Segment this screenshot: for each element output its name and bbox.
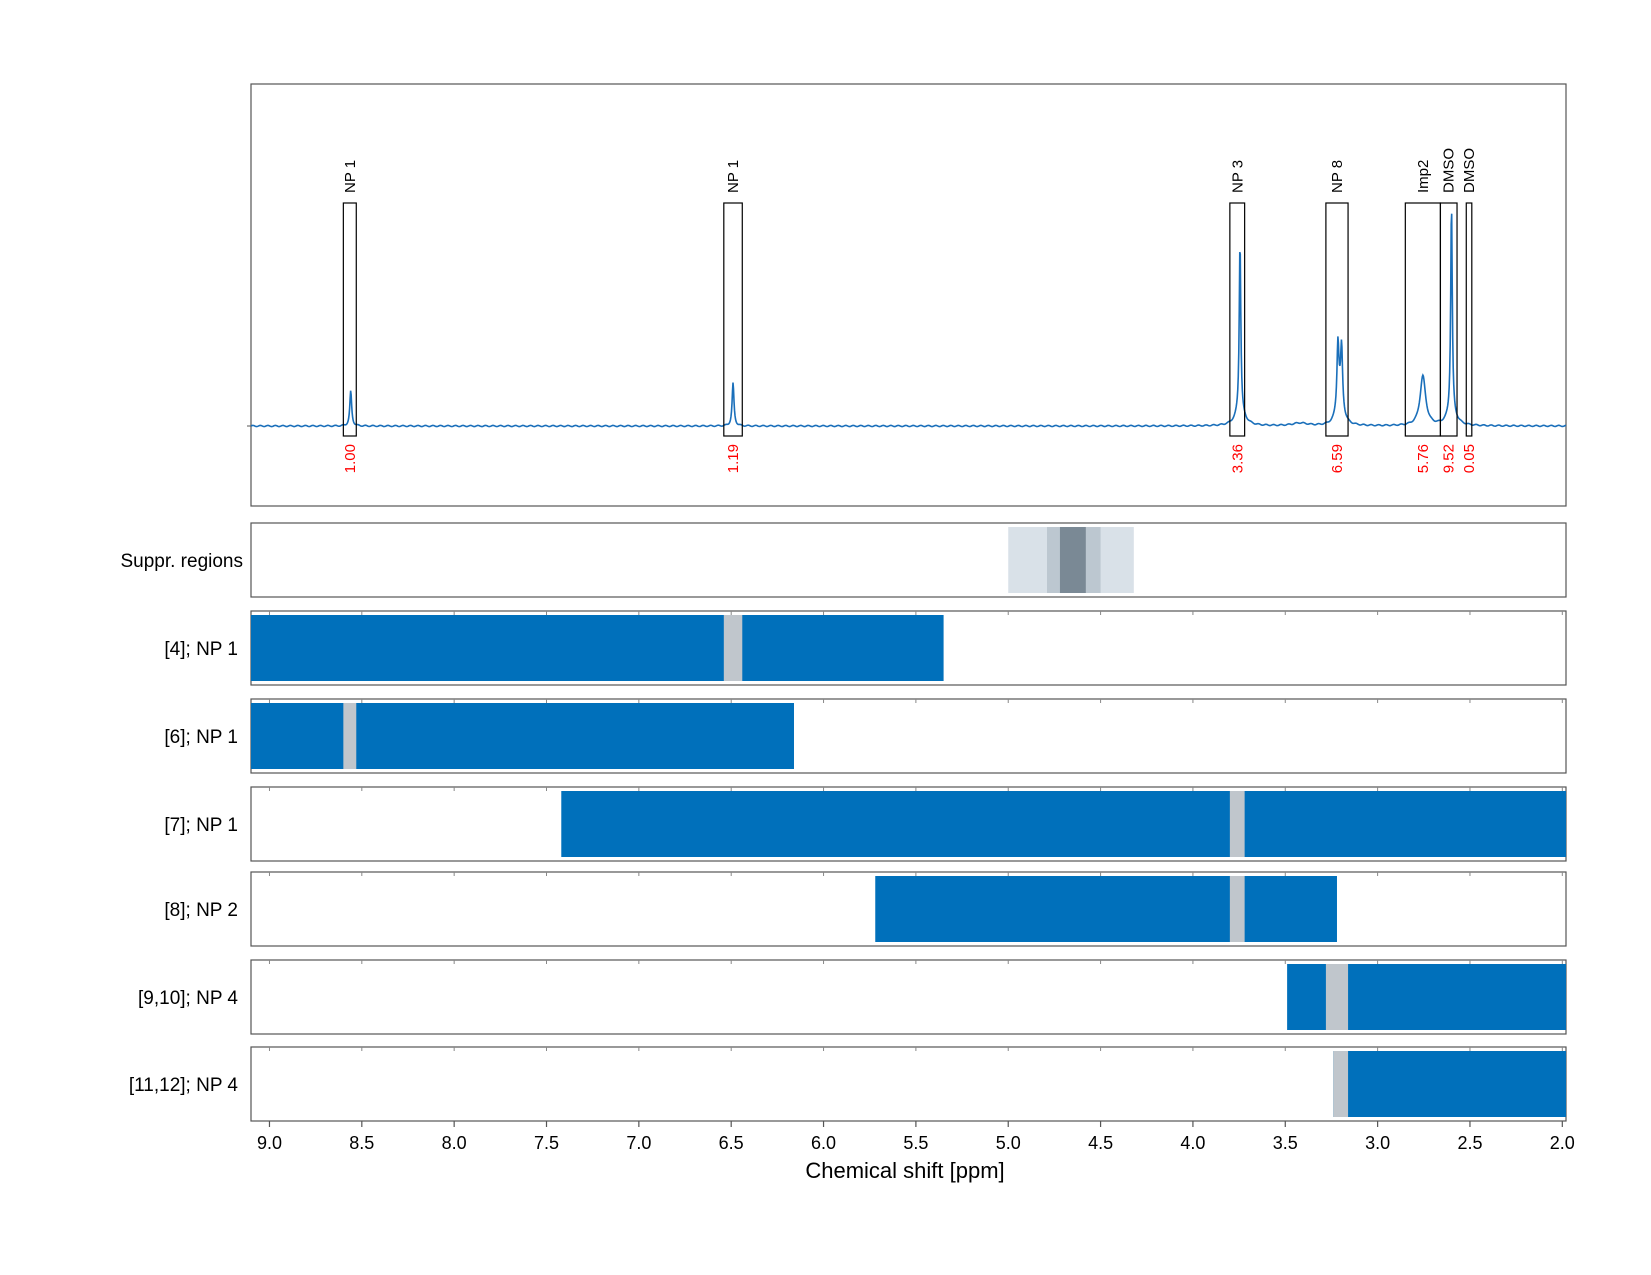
peak-box (1325, 202, 1349, 437)
range-bar (875, 876, 1337, 942)
peak-box (1439, 202, 1458, 437)
x-tick-label: 8.0 (442, 1133, 467, 1153)
peak-label: NP 1 (725, 160, 742, 193)
range-bar (1333, 1051, 1566, 1117)
spectrum-frame (250, 83, 1567, 507)
x-tick-label: 2.5 (1457, 1133, 1482, 1153)
integral-value: 1.00 (342, 444, 359, 473)
peak-box-group: NP 1 1.00 (342, 160, 359, 473)
peak-box (723, 202, 743, 437)
suppression-label: Suppr. regions (120, 551, 243, 572)
x-tick-label: 8.5 (349, 1133, 374, 1153)
assignment-row: [9,10]; NP 4 (138, 959, 1567, 1035)
peak-box-group: DMSO 0.05 (1461, 148, 1478, 473)
x-axis: 9.0 8.5 8.0 7.5 7.0 6.5 6.0 5.5 5.0 4.5 4.0 3.5 3.0 2… (257, 1121, 1575, 1153)
peak-box-group: NP 3 3.36 (1229, 160, 1246, 473)
peak-label: DMSO (1461, 148, 1478, 193)
peak-label: NP 1 (342, 160, 359, 193)
suppression-frame (250, 522, 1567, 598)
range-bar (251, 703, 794, 769)
integral-value: 6.59 (1329, 444, 1346, 473)
peak-box (1229, 202, 1246, 437)
suppression-panel: Suppr. regions (120, 522, 1567, 598)
assignment-row: [4]; NP 1 (164, 610, 1567, 686)
integral-value: 5.76 (1415, 444, 1432, 473)
peak-marker (343, 703, 357, 769)
assignment-row: [8]; NP 2 (164, 871, 1567, 947)
row-label: [9,10]; NP 4 (138, 988, 238, 1009)
spectrum-trace (250, 213, 1567, 428)
x-tick-label: 4.0 (1180, 1133, 1205, 1153)
assignment-row: [11,12]; NP 4 (129, 1046, 1567, 1122)
peak-box-group: NP 1 1.19 (723, 160, 743, 473)
assignment-rows: [4]; NP 1 [6]; NP 1 [7]; NP 1 [8]; NP 2 [9,1… (129, 610, 1567, 1122)
x-tick-label: 3.0 (1365, 1133, 1390, 1153)
peak-label: NP 3 (1229, 160, 1246, 193)
peak-box (342, 202, 357, 437)
peak-label: DMSO (1441, 148, 1458, 193)
x-tick-label: 7.5 (534, 1133, 559, 1153)
x-tick-label: 6.0 (811, 1133, 836, 1153)
assignment-row: [6]; NP 1 (164, 698, 1567, 774)
peak-label: NP 8 (1329, 160, 1346, 193)
x-tick-label: 5.5 (903, 1133, 928, 1153)
peak-marker (1333, 1051, 1349, 1117)
x-tick-label: 4.5 (1088, 1133, 1113, 1153)
x-axis-title: Chemical shift [ppm] (805, 1158, 1004, 1183)
x-tick-label: 3.5 (1273, 1133, 1298, 1153)
integral-value: 0.05 (1461, 444, 1478, 473)
row-label: [11,12]; NP 4 (129, 1075, 239, 1096)
peak-box-group: DMSO 9.52 (1439, 148, 1458, 473)
integral-value: 3.36 (1229, 444, 1246, 473)
integral-value: 1.19 (725, 444, 742, 473)
peak-box-group: NP 8 6.59 (1325, 160, 1349, 473)
x-tick-label: 7.0 (626, 1133, 651, 1153)
range-bar (561, 791, 1566, 857)
peak-label: Imp2 (1415, 160, 1432, 193)
spectrum-panel: NP 1 1.00 NP 1 1.19 NP 3 3.36 NP 8 6.59 Imp2 5.76… (247, 83, 1567, 507)
row-label: [4]; NP 1 (164, 639, 238, 660)
peak-marker (1229, 791, 1245, 857)
peak-box (1465, 202, 1473, 437)
peak-marker (1325, 964, 1349, 1030)
x-tick-label: 2.0 (1550, 1133, 1575, 1153)
x-tick-label: 5.0 (996, 1133, 1021, 1153)
x-tick-label: 9.0 (257, 1133, 282, 1153)
assignment-row: [7]; NP 1 (164, 786, 1567, 862)
row-label: [8]; NP 2 (164, 900, 238, 921)
range-bar (251, 615, 944, 681)
peak-marker (723, 615, 743, 681)
integral-value: 9.52 (1441, 444, 1458, 473)
row-label: [6]; NP 1 (164, 727, 238, 748)
peak-marker (1229, 876, 1245, 942)
x-tick-label: 6.5 (719, 1133, 744, 1153)
row-label: [7]; NP 1 (164, 815, 238, 836)
suppression-region (1059, 527, 1086, 593)
